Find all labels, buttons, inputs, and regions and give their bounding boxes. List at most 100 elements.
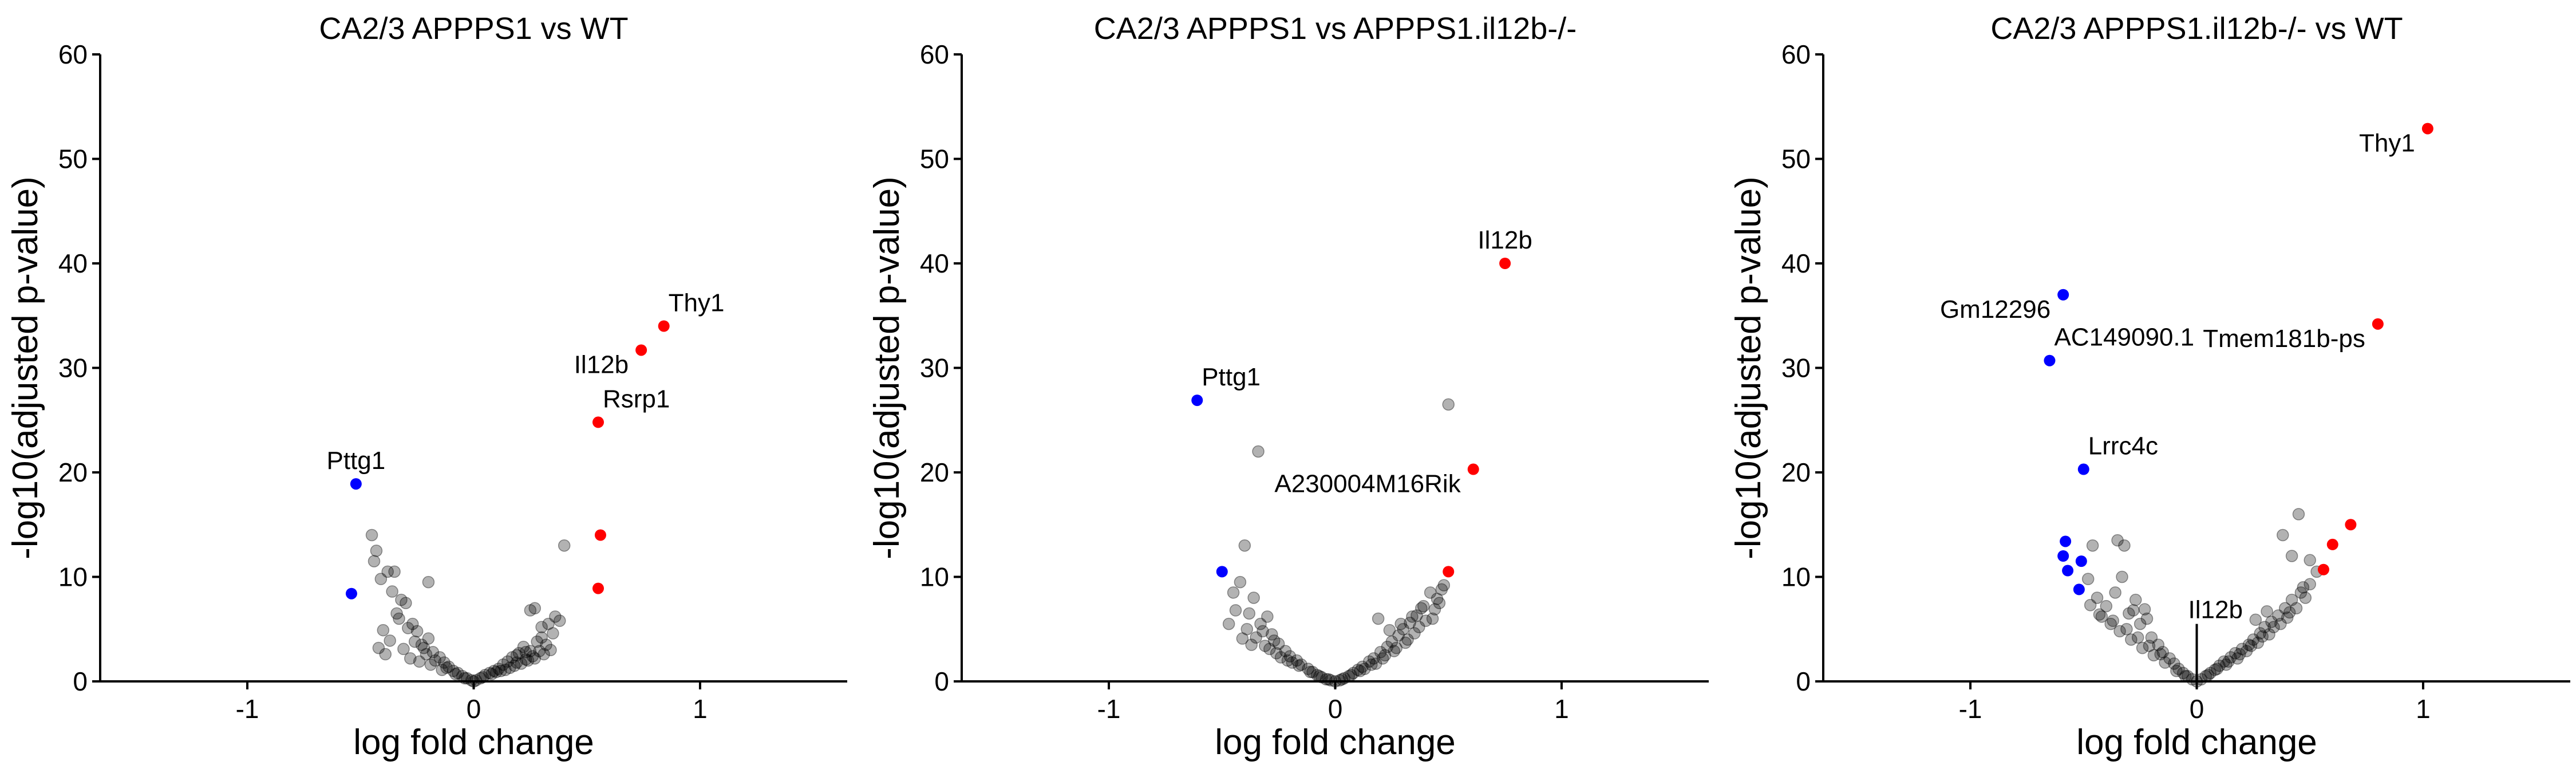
data-point-ns bbox=[476, 671, 489, 684]
data-point-ns bbox=[531, 635, 543, 648]
data-point-ns bbox=[2109, 586, 2121, 599]
data-point-down bbox=[2057, 289, 2069, 301]
x-tick-label: 0 bbox=[2190, 694, 2204, 724]
data-point-ns bbox=[521, 654, 535, 667]
data-point-ns bbox=[384, 634, 396, 647]
data-point-ns bbox=[2113, 625, 2126, 638]
data-point-ns bbox=[1347, 666, 1360, 680]
data-point-ns bbox=[2100, 600, 2113, 613]
data-point-ns bbox=[436, 664, 448, 676]
y-tick-label: 40 bbox=[1781, 249, 1811, 278]
data-point-ns bbox=[2172, 662, 2185, 675]
data-point-ns bbox=[410, 625, 424, 638]
data-point-ns bbox=[540, 638, 552, 651]
data-point-down bbox=[350, 478, 362, 490]
data-point-down bbox=[2044, 354, 2056, 366]
data-point-ns bbox=[1240, 623, 1254, 636]
volcano-panel-1: CA2/3 APPPS1 vs WT 0 10 20 30 40 50 60 -1 0 1 log f… bbox=[6, 11, 847, 762]
data-point-ns bbox=[2233, 648, 2246, 661]
data-point-ns bbox=[2163, 652, 2176, 665]
gene-label: Pttg1 bbox=[326, 447, 385, 475]
data-point-ns bbox=[1367, 652, 1380, 665]
data-point-ns bbox=[1252, 445, 1265, 458]
significant-points: Thy1 Il12b Rsrp1 Pttg1 bbox=[326, 289, 725, 600]
data-point-ns bbox=[2249, 613, 2262, 626]
data-point-ns bbox=[368, 555, 381, 567]
data-point-ns bbox=[2143, 640, 2156, 652]
data-point-ns bbox=[1354, 665, 1366, 677]
data-point-ns bbox=[2140, 612, 2154, 625]
data-point-ns bbox=[370, 545, 383, 557]
data-point-ns bbox=[2093, 608, 2106, 621]
data-point-ns bbox=[386, 585, 398, 598]
data-point-ns bbox=[2294, 586, 2308, 599]
data-point-ns bbox=[1426, 612, 1439, 625]
data-point-ns bbox=[1266, 628, 1278, 641]
data-point-ns bbox=[2177, 666, 2190, 680]
gene-label: Tmem181b-ps bbox=[2203, 325, 2365, 353]
data-point-ns bbox=[1281, 654, 1294, 667]
data-point-ns bbox=[1435, 583, 1448, 596]
data-point-ns bbox=[2107, 614, 2119, 627]
data-point-ns bbox=[2181, 670, 2194, 683]
data-point-ns bbox=[499, 664, 512, 676]
data-point-ns bbox=[2285, 593, 2298, 606]
data-point-ns bbox=[1342, 670, 1355, 683]
data-point-ns bbox=[490, 665, 503, 679]
y-tick-label: 30 bbox=[58, 353, 88, 383]
data-point-ns bbox=[526, 650, 539, 662]
data-point-ns bbox=[515, 657, 528, 670]
x-tick-label: 1 bbox=[2416, 694, 2431, 724]
data-point-ns bbox=[517, 641, 530, 653]
data-point-ns bbox=[424, 658, 437, 671]
data-point-ns bbox=[1329, 675, 1342, 688]
y-tick-label: 20 bbox=[920, 458, 949, 487]
data-point-ns bbox=[2265, 616, 2278, 628]
data-point-ns bbox=[1336, 673, 1349, 686]
data-point-ns bbox=[377, 624, 390, 637]
data-point-up bbox=[1443, 566, 1455, 578]
data-point-ns bbox=[1404, 617, 1416, 629]
data-point-ns bbox=[504, 661, 516, 675]
data-point-ns bbox=[2086, 539, 2099, 552]
data-point-ns bbox=[2299, 591, 2312, 604]
data-point-up bbox=[2317, 563, 2329, 575]
data-point-ns bbox=[1397, 623, 1409, 636]
data-point-ns bbox=[2186, 673, 2199, 686]
data-point-ns bbox=[2213, 659, 2226, 672]
data-point-ns bbox=[1381, 641, 1394, 653]
y-tick-label: 0 bbox=[73, 666, 88, 696]
data-point-ns bbox=[1376, 652, 1389, 665]
y-tick-label: 10 bbox=[1781, 562, 1811, 592]
data-point-ns bbox=[2281, 611, 2294, 624]
data-point-ns bbox=[1322, 673, 1335, 686]
data-point-ns bbox=[1257, 625, 1269, 638]
data-point-ns bbox=[1333, 674, 1346, 687]
data-point-ns bbox=[2258, 621, 2271, 633]
data-point-down bbox=[2077, 463, 2089, 475]
data-point-ns bbox=[1363, 655, 1376, 668]
data-point-ns bbox=[388, 565, 401, 578]
data-point-ns bbox=[404, 652, 417, 665]
y-tick-label: 40 bbox=[920, 249, 949, 278]
data-point-ns bbox=[485, 668, 498, 680]
data-point-ns bbox=[1236, 632, 1249, 645]
gene-label: Pttg1 bbox=[1202, 363, 1261, 391]
data-point-ns bbox=[2156, 646, 2169, 658]
data-point-ns bbox=[2134, 617, 2147, 630]
data-point-ns bbox=[2245, 640, 2258, 652]
data-point-ns bbox=[1401, 633, 1414, 646]
data-point-ns bbox=[483, 666, 496, 680]
x-axis-label: log fold change bbox=[1215, 723, 1456, 762]
gene-label: Gm12296 bbox=[1940, 295, 2050, 324]
gene-label: Il12b bbox=[574, 350, 629, 378]
data-point-ns bbox=[440, 661, 453, 675]
data-point-ns bbox=[456, 670, 469, 683]
data-point-up bbox=[594, 529, 606, 541]
data-point-ns bbox=[1306, 665, 1319, 679]
data-point-ns bbox=[365, 529, 378, 542]
data-point-ns bbox=[1406, 610, 1419, 623]
data-point-up bbox=[592, 582, 604, 594]
y-axis-label: -log10(adjusted p-value) bbox=[867, 176, 907, 559]
